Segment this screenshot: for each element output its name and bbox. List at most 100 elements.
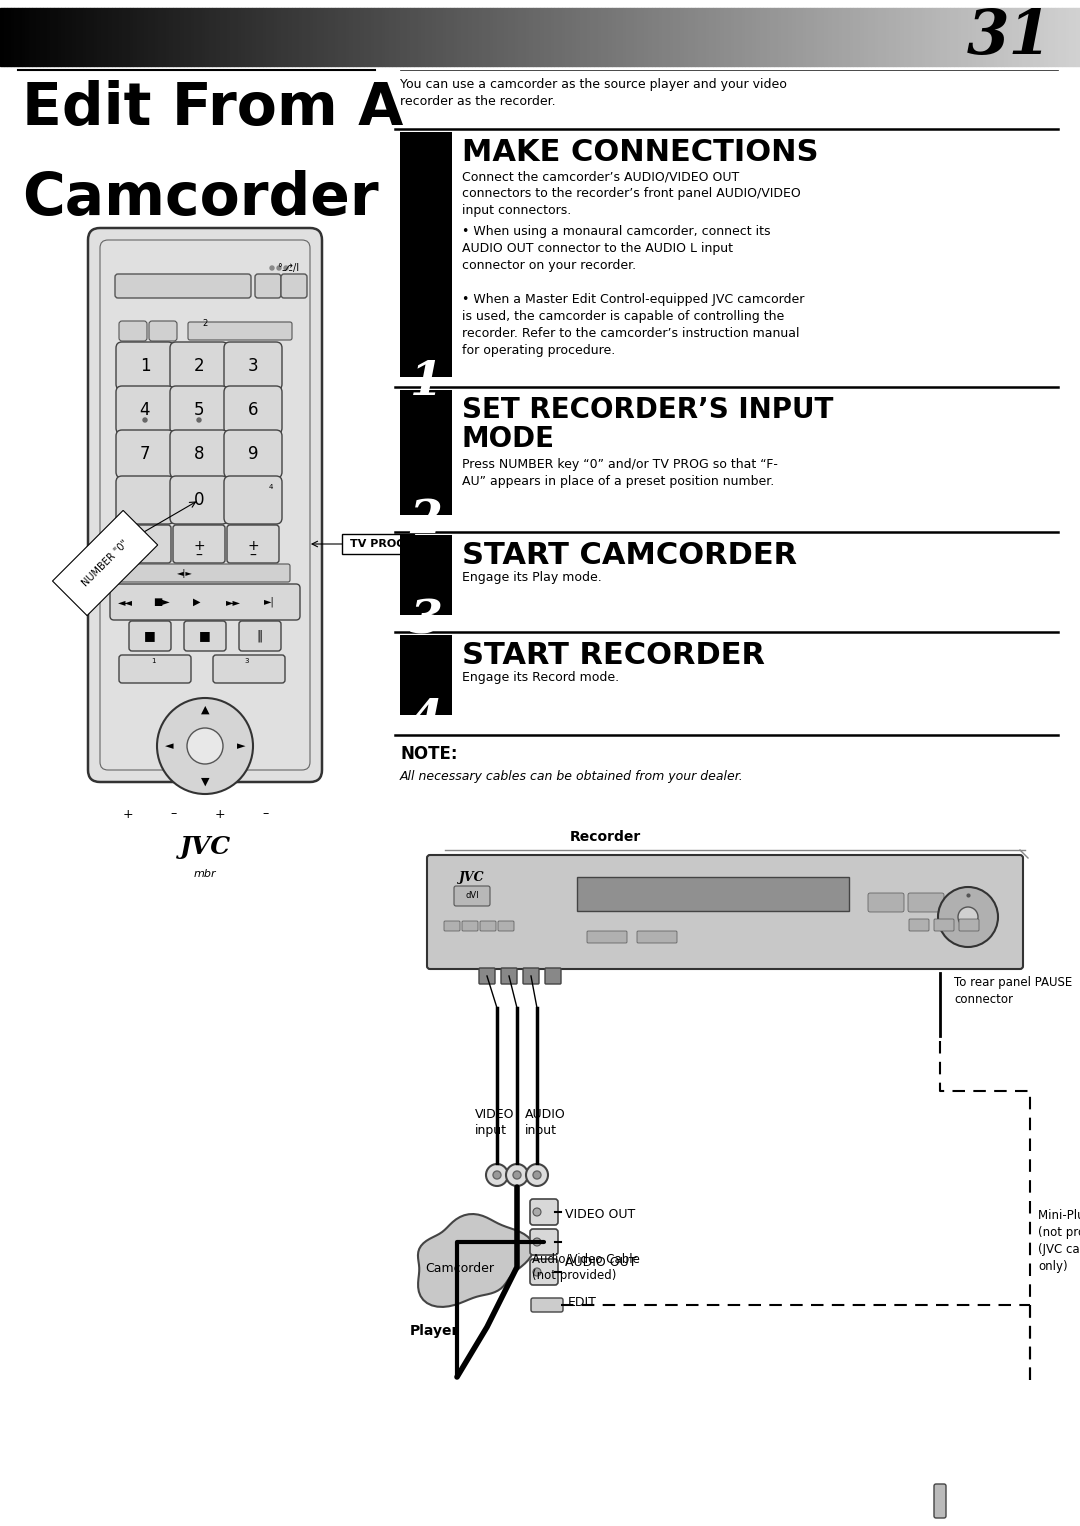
Text: ▲: ▲ xyxy=(201,705,210,716)
Bar xyxy=(79,8,83,66)
Circle shape xyxy=(187,728,222,765)
Text: Engage its Record mode.: Engage its Record mode. xyxy=(462,671,619,684)
Bar xyxy=(0,8,3,66)
Bar xyxy=(551,8,554,66)
Text: ◄|►: ◄|► xyxy=(177,569,193,577)
Bar xyxy=(605,8,608,66)
Bar xyxy=(435,8,440,66)
Bar xyxy=(500,8,504,66)
Bar xyxy=(594,8,597,66)
FancyBboxPatch shape xyxy=(934,1483,946,1518)
Bar xyxy=(748,8,753,66)
Bar xyxy=(508,8,511,66)
Bar xyxy=(230,8,234,66)
Text: 4: 4 xyxy=(409,697,443,743)
FancyBboxPatch shape xyxy=(87,227,322,781)
Bar xyxy=(446,8,450,66)
Bar xyxy=(616,8,619,66)
Bar xyxy=(126,8,130,66)
Bar xyxy=(76,8,79,66)
Text: 3: 3 xyxy=(409,597,443,642)
Bar xyxy=(799,8,802,66)
FancyBboxPatch shape xyxy=(227,525,279,563)
FancyBboxPatch shape xyxy=(224,430,282,478)
Bar xyxy=(543,8,548,66)
FancyBboxPatch shape xyxy=(239,621,281,652)
Bar xyxy=(853,8,856,66)
Bar xyxy=(248,8,252,66)
Bar xyxy=(839,8,842,66)
Bar xyxy=(608,8,612,66)
FancyBboxPatch shape xyxy=(119,320,147,340)
Bar xyxy=(969,8,972,66)
Bar xyxy=(72,8,76,66)
Bar xyxy=(457,8,461,66)
Bar xyxy=(483,8,486,66)
FancyBboxPatch shape xyxy=(110,584,300,620)
Bar xyxy=(882,8,886,66)
Text: 5: 5 xyxy=(193,401,204,420)
Bar xyxy=(824,8,828,66)
Bar xyxy=(313,8,316,66)
Text: +: + xyxy=(193,539,205,552)
Text: 2: 2 xyxy=(409,497,443,543)
Bar xyxy=(273,8,278,66)
Bar xyxy=(130,8,133,66)
Text: ▼: ▼ xyxy=(201,777,210,787)
FancyBboxPatch shape xyxy=(149,320,177,340)
Bar xyxy=(238,8,241,66)
Bar xyxy=(180,8,184,66)
Text: MAKE CONNECTIONS: MAKE CONNECTIONS xyxy=(462,137,819,166)
Bar xyxy=(1072,8,1077,66)
Circle shape xyxy=(507,1164,528,1186)
FancyBboxPatch shape xyxy=(577,877,849,911)
Bar xyxy=(950,8,954,66)
Bar xyxy=(252,8,256,66)
Bar xyxy=(414,8,418,66)
Bar xyxy=(1044,8,1048,66)
Bar xyxy=(144,8,148,66)
Bar xyxy=(170,8,173,66)
Circle shape xyxy=(513,1170,521,1180)
Bar xyxy=(184,8,187,66)
Bar xyxy=(710,8,713,66)
Text: Audio/Video Cable
(not provided): Audio/Video Cable (not provided) xyxy=(532,1251,639,1282)
Bar xyxy=(691,8,694,66)
FancyBboxPatch shape xyxy=(116,342,174,391)
Bar xyxy=(958,8,961,66)
Bar xyxy=(1058,8,1062,66)
Bar xyxy=(619,8,623,66)
Bar xyxy=(400,536,453,615)
Text: 2: 2 xyxy=(202,319,207,328)
Circle shape xyxy=(534,1209,541,1216)
Text: NUMBER "0": NUMBER "0" xyxy=(80,537,131,588)
Bar xyxy=(591,8,594,66)
Bar xyxy=(651,8,656,66)
Bar xyxy=(478,8,483,66)
Bar xyxy=(1051,8,1055,66)
FancyBboxPatch shape xyxy=(530,1259,558,1285)
Bar xyxy=(926,8,929,66)
Bar xyxy=(386,8,389,66)
FancyBboxPatch shape xyxy=(116,386,174,433)
Bar xyxy=(975,8,980,66)
Text: 31: 31 xyxy=(967,8,1052,67)
Bar xyxy=(367,8,370,66)
Bar xyxy=(878,8,882,66)
Text: All necessary cables can be obtained from your dealer.: All necessary cables can be obtained fro… xyxy=(400,771,744,783)
Bar xyxy=(778,8,781,66)
Bar xyxy=(299,8,302,66)
Bar xyxy=(680,8,684,66)
Bar xyxy=(670,8,673,66)
Bar xyxy=(176,8,180,66)
Bar xyxy=(659,8,662,66)
Bar xyxy=(810,8,813,66)
Bar xyxy=(759,8,764,66)
Bar xyxy=(1037,8,1040,66)
Bar xyxy=(202,8,205,66)
Bar xyxy=(400,391,453,514)
FancyBboxPatch shape xyxy=(545,967,561,984)
Bar xyxy=(684,8,688,66)
Bar xyxy=(994,8,997,66)
Bar xyxy=(637,8,640,66)
